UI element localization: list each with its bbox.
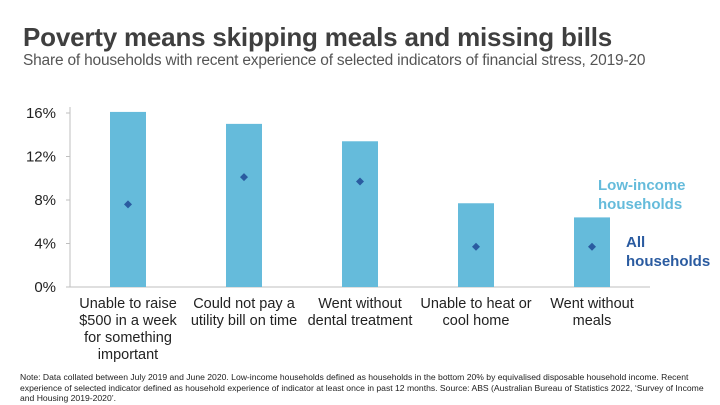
legend-all-households-line-2: households (626, 253, 711, 270)
y-tick-label: 4% (34, 236, 56, 253)
marker-all-households (240, 173, 248, 182)
chart-title: Poverty means skipping meals and missing… (23, 22, 613, 52)
legend-low-income: Low-income households (598, 176, 686, 214)
marker-all-households (356, 177, 364, 186)
bars-low-income (110, 111, 610, 287)
x-category-label-line: $500 in a week (79, 313, 177, 329)
bar-low-income (342, 141, 378, 287)
x-category-label-line: Went without (318, 296, 402, 312)
x-category-label: Unable to heat or cool home (417, 296, 535, 330)
x-category-label-line: Unable to raise (79, 296, 177, 312)
x-category-label: Could not pay a utility bill on time (185, 296, 303, 330)
legend-all-households: All households (626, 233, 710, 271)
y-tick-label: 12% (26, 149, 56, 166)
marker-all-households (472, 242, 480, 251)
y-tick-label: 0% (34, 279, 56, 296)
legend-low-income-line-1: Low-income (598, 177, 686, 194)
chart-subtitle: Share of households with recent experien… (23, 52, 646, 69)
marker-all-households (124, 200, 132, 209)
footnote: Note: Data collated between July 2019 an… (20, 372, 704, 403)
marker-all-households (588, 242, 596, 251)
y-tick-label: 8% (34, 192, 56, 209)
x-category-label: Went without meals (533, 296, 651, 330)
x-category-label-line: Went without (550, 296, 634, 312)
x-category-label-line: utility bill on time (190, 313, 298, 329)
bar-low-income (574, 217, 610, 287)
bar-low-income (226, 123, 262, 287)
x-category-label-line: meals (572, 313, 612, 329)
x-category-label-line: Could not pay a (193, 296, 295, 312)
x-category-label-line: Unable to heat or (420, 296, 532, 312)
markers-all-households (124, 173, 596, 251)
x-category-label-line: important (97, 347, 159, 363)
x-category-label: Went without dental treatment (301, 296, 419, 330)
x-category-label: Unable to raise $500 in a week for somethi… (69, 296, 187, 364)
x-category-label-line: dental treatment (307, 313, 413, 329)
y-tick-label: 16% (26, 105, 56, 122)
legend-low-income-line-2: households (598, 196, 683, 213)
x-category-label-line: cool home (442, 313, 510, 329)
legend-all-households-line-1: All (626, 234, 646, 251)
x-category-label-line: for something (84, 330, 172, 346)
bar-low-income (110, 111, 146, 287)
